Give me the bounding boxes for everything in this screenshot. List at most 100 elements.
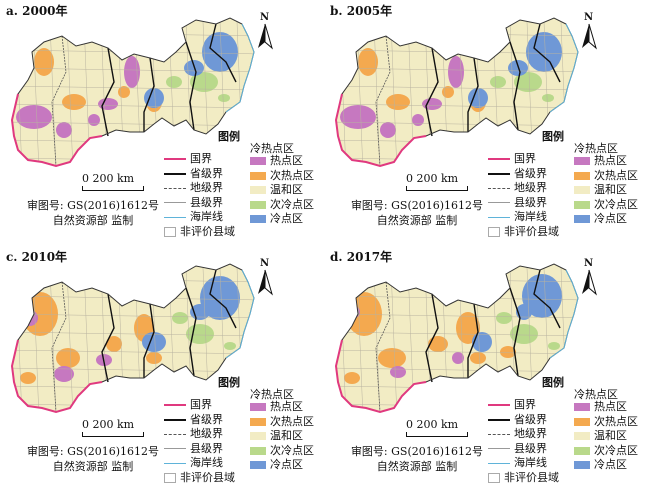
province-boundary	[509, 287, 521, 377]
province-boundary	[509, 41, 521, 131]
legend-label: 温和区	[594, 429, 627, 442]
legend-class-item: 次冷点区	[574, 444, 638, 459]
legend-symbol	[164, 158, 186, 161]
legend-label: 次热点区	[594, 168, 638, 182]
county-boundary	[336, 85, 578, 91]
legend-boundary-item: 国界	[164, 152, 235, 167]
legend-label: 海岸线	[190, 456, 223, 469]
legend-class-item: 次热点区	[250, 415, 314, 430]
legend-label: 海岸线	[514, 210, 547, 223]
legend-swatch	[574, 215, 590, 224]
legend-label: 次冷点区	[270, 197, 314, 211]
hot-area	[452, 352, 464, 364]
legend-label: 次冷点区	[270, 443, 314, 457]
scale-bar: 0 200 km	[406, 418, 468, 437]
legend-swatch	[574, 171, 590, 180]
legend-label: 县级界	[190, 195, 223, 209]
legend-label: 省级界	[514, 412, 547, 426]
map-credit: 审图号: GS(2016)1612号 自然资源部 监制	[26, 445, 160, 473]
county-boundary	[336, 103, 578, 109]
legend-symbol	[164, 172, 186, 175]
hot-area	[340, 105, 376, 129]
legend-label: 地级界	[190, 427, 223, 440]
legend-class-item: 次冷点区	[250, 198, 314, 213]
legend-swatch	[250, 461, 266, 470]
province-boundary	[185, 287, 197, 377]
legend-class-item: 温和区	[574, 183, 638, 198]
county-boundary	[336, 331, 578, 337]
legend-symbol	[488, 472, 500, 483]
province-boundary	[185, 41, 197, 131]
region-map	[334, 17, 579, 168]
hot-area	[88, 114, 100, 126]
legend-class-item: 热点区	[574, 154, 638, 169]
subhot-area	[56, 348, 80, 368]
legend-label: 冷点区	[594, 458, 627, 471]
legend-boundary-item: 国界	[488, 152, 559, 167]
legend-class-item: 热点区	[574, 400, 638, 415]
prefecture-boundary	[375, 281, 391, 413]
legend-class-item: 冷点区	[574, 458, 638, 473]
hot-area	[16, 105, 52, 129]
legend-swatch	[250, 417, 266, 426]
legend-symbol	[488, 172, 510, 175]
legend-boundary-item: 非评价县域	[488, 225, 559, 240]
prefecture-boundary	[51, 281, 67, 413]
subcold-area	[542, 94, 554, 102]
boundary-legend: 国界 省级界 地级界 县级界 海岸线 非评价县域	[164, 398, 235, 485]
map-panel-b: b. 2005年 N 0 200 km 审图号: GS(2016)1612号 自然…	[328, 2, 646, 240]
national-boundary	[334, 93, 427, 168]
panel-title: a. 2000年	[6, 4, 68, 18]
hot-area	[448, 56, 464, 88]
legend-class-item: 温和区	[250, 429, 314, 444]
scale-bar: 0 200 km	[406, 172, 468, 191]
legend-symbol	[164, 404, 186, 407]
legend-class-item: 次热点区	[574, 169, 638, 184]
subcold-area	[490, 76, 506, 88]
county-boundary	[336, 67, 578, 73]
hot-area	[22, 310, 38, 326]
legend-boundary-item: 国界	[488, 398, 559, 413]
subcold-area	[172, 312, 188, 324]
subcold-area	[224, 342, 236, 350]
boundary-legend: 国界 省级界 地级界 县级界 海岸线 非评价县域	[488, 398, 559, 485]
subhot-area	[62, 94, 86, 110]
legend-swatch	[250, 186, 266, 195]
legend-swatch	[574, 157, 590, 166]
province-boundary	[425, 293, 439, 383]
subhot-area	[428, 336, 448, 352]
legend-boundary-item: 非评价县域	[164, 225, 235, 240]
subhot-area	[358, 48, 378, 76]
province-boundary	[467, 303, 479, 378]
subhot-area	[386, 94, 410, 110]
legend-label: 冷点区	[270, 212, 303, 225]
legend-boundary-item: 省级界	[164, 413, 235, 428]
county-boundary	[336, 349, 578, 355]
subcold-area	[548, 342, 560, 350]
coastline	[549, 23, 579, 113]
legend-symbol	[488, 418, 510, 421]
subcold-area	[166, 76, 182, 88]
legend-swatch	[250, 215, 266, 224]
legend-label: 海岸线	[190, 210, 223, 223]
legend-class-item: 次热点区	[250, 169, 314, 184]
legend-label: 海岸线	[514, 456, 547, 469]
national-boundary	[10, 93, 103, 168]
north-arrow-icon: N	[576, 258, 602, 296]
legend-boundary-item: 省级界	[488, 167, 559, 182]
legend-label: 温和区	[270, 429, 303, 442]
panel-title: c. 2010年	[6, 250, 68, 264]
north-arrow-icon: N	[252, 12, 278, 50]
prefecture-boundary	[375, 35, 391, 167]
legend-class-item: 热点区	[250, 154, 314, 169]
legend-label: 次冷点区	[594, 443, 638, 457]
legend-boundary-item: 县级界	[488, 442, 559, 457]
cold-area	[522, 274, 562, 318]
province-boundary	[209, 23, 237, 83]
legend-symbol	[488, 158, 510, 161]
region-map	[10, 17, 255, 168]
legend-label: 热点区	[594, 154, 627, 167]
legend-swatch	[574, 403, 590, 412]
legend-boundary-item: 地级界	[488, 427, 559, 442]
legend-symbol	[488, 404, 510, 407]
